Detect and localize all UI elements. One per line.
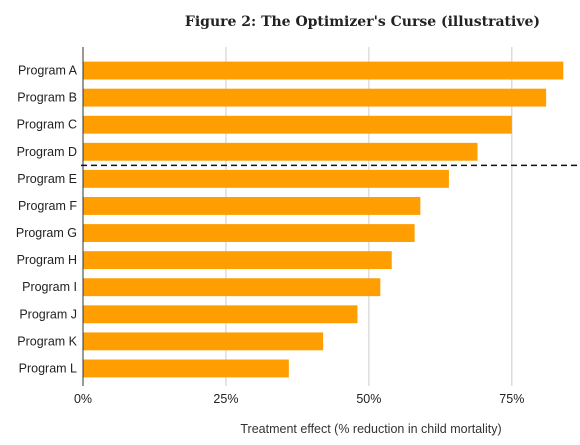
bar [83,305,358,324]
x-tick-label: 50% [356,392,381,406]
category-label: Program G [16,226,77,240]
bar [83,142,478,161]
category-label: Program A [18,64,78,78]
category-label: Program H [17,253,77,267]
category-label: Program K [17,334,77,348]
bar [83,197,421,215]
category-label: Program I [22,280,77,294]
x-tick-label: 0% [74,392,92,406]
category-label: Program B [17,91,77,105]
bar [83,359,289,378]
bar [83,88,547,107]
category-label: Program F [18,199,77,213]
bar [83,224,415,242]
bars [83,61,564,378]
category-label: Program D [17,145,77,159]
bar [83,169,449,188]
category-labels: Program A Program B Program C Program D Prog… [16,64,78,376]
bar [83,332,324,351]
bar [83,115,512,134]
category-label: Program L [19,361,77,375]
bar [83,251,392,270]
category-label: Program C [17,118,77,132]
x-tick-label: 75% [499,392,524,406]
bar [83,278,381,297]
x-tick-label: 25% [213,392,238,406]
bar [83,61,564,80]
x-tick-labels: 0% 25% 50% 75% [74,392,524,406]
chart-title: Figure 2: The Optimizer's Curse (illustr… [185,14,540,30]
category-label: Program E [17,172,77,186]
x-axis-label: Treatment effect (% reduction in child m… [240,422,501,436]
category-label: Program J [19,307,77,321]
